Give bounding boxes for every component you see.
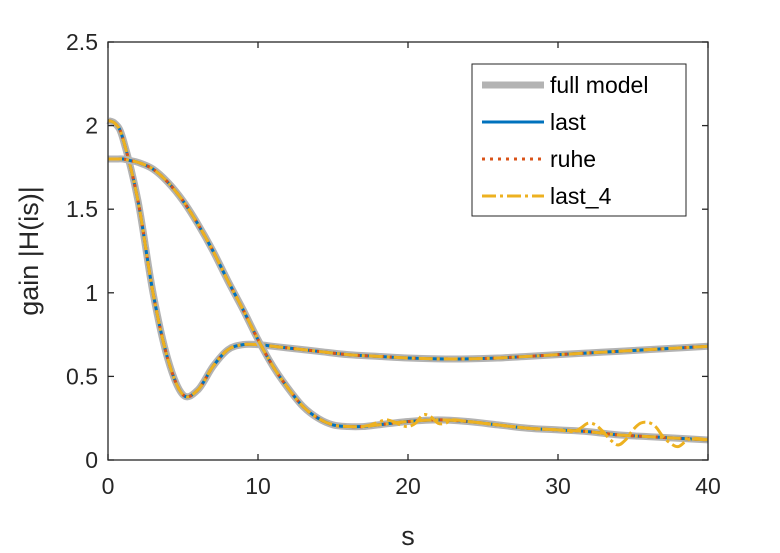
x-tick-label: 20 bbox=[395, 473, 421, 499]
y-tick-label: 0 bbox=[85, 447, 98, 473]
x-tick-label: 10 bbox=[245, 473, 271, 499]
axes-frame bbox=[107, 41, 709, 461]
x-tick-label: 0 bbox=[102, 473, 115, 499]
y-tick-label: 2 bbox=[85, 113, 98, 139]
x-axis-label: s bbox=[401, 521, 415, 551]
legend-label-last-4: last_4 bbox=[550, 183, 612, 209]
y-tick-label: 1 bbox=[85, 280, 98, 306]
legend-label-full-model: full model bbox=[550, 72, 648, 98]
ruhe-line bbox=[108, 157, 709, 442]
y-axis-label: gain |H(is)| bbox=[14, 186, 44, 316]
legend-box bbox=[471, 63, 687, 217]
y-tick-label: 2.5 bbox=[66, 29, 98, 55]
x-tick-label: 30 bbox=[545, 473, 571, 499]
axis-ticks: 0 10 20 30 40 0 0.5 1 1.5 2 2.5 bbox=[66, 29, 721, 499]
legend-label-last: last bbox=[550, 109, 586, 135]
x-tick-label: 40 bbox=[695, 473, 721, 499]
last-4-line bbox=[107, 119, 709, 399]
y-tick-label: 0.5 bbox=[66, 363, 98, 389]
plot-area bbox=[106, 117, 709, 449]
legend: full model last ruhe last_4 bbox=[471, 63, 687, 217]
last-4-oscillation-line bbox=[362, 412, 709, 449]
y-tick-label: 1.5 bbox=[66, 196, 98, 222]
legend-label-ruhe: ruhe bbox=[550, 146, 596, 172]
